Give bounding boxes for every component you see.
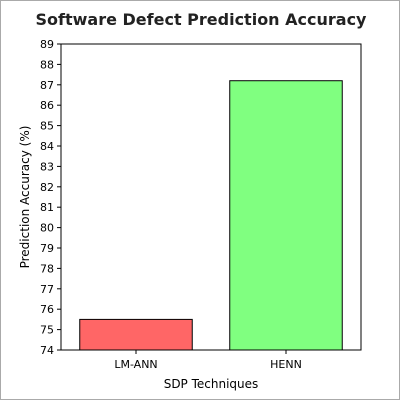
y-tick-label: 75 bbox=[40, 324, 54, 337]
y-tick-label: 85 bbox=[40, 120, 54, 133]
y-tick-label: 84 bbox=[40, 140, 54, 153]
bar-henn bbox=[229, 80, 343, 351]
y-axis: 74 75 76 77 78 79 80 81 82 83 84 85 86 87 88 89 bbox=[40, 38, 61, 357]
x-tick-label: HENN bbox=[270, 358, 302, 371]
x-axis-label: SDP Techniques bbox=[164, 377, 259, 391]
x-tick-label: LM-ANN bbox=[114, 358, 157, 371]
y-tick-label: 88 bbox=[40, 58, 54, 71]
y-tick-label: 76 bbox=[40, 303, 54, 316]
y-tick-label: 80 bbox=[40, 222, 54, 235]
chart-title: Software Defect Prediction Accuracy bbox=[36, 10, 368, 29]
y-tick-label: 74 bbox=[40, 344, 54, 357]
y-tick-label: 82 bbox=[40, 181, 54, 194]
y-axis-label: Prediction Accuracy (%) bbox=[18, 126, 32, 269]
bars-group bbox=[79, 80, 343, 351]
plot-area-border bbox=[60, 43, 362, 351]
bar-lm-ann bbox=[79, 318, 193, 351]
y-tick-label: 86 bbox=[40, 99, 54, 112]
x-axis: LM-ANN HENN bbox=[114, 350, 302, 371]
y-tick-label: 78 bbox=[40, 262, 54, 275]
y-tick-label: 79 bbox=[40, 242, 54, 255]
y-tick-label: 87 bbox=[40, 79, 54, 92]
y-tick-label: 77 bbox=[40, 283, 54, 296]
y-tick-label: 83 bbox=[40, 160, 54, 173]
y-tick-label: 81 bbox=[40, 201, 54, 214]
y-tick-label: 89 bbox=[40, 38, 54, 51]
